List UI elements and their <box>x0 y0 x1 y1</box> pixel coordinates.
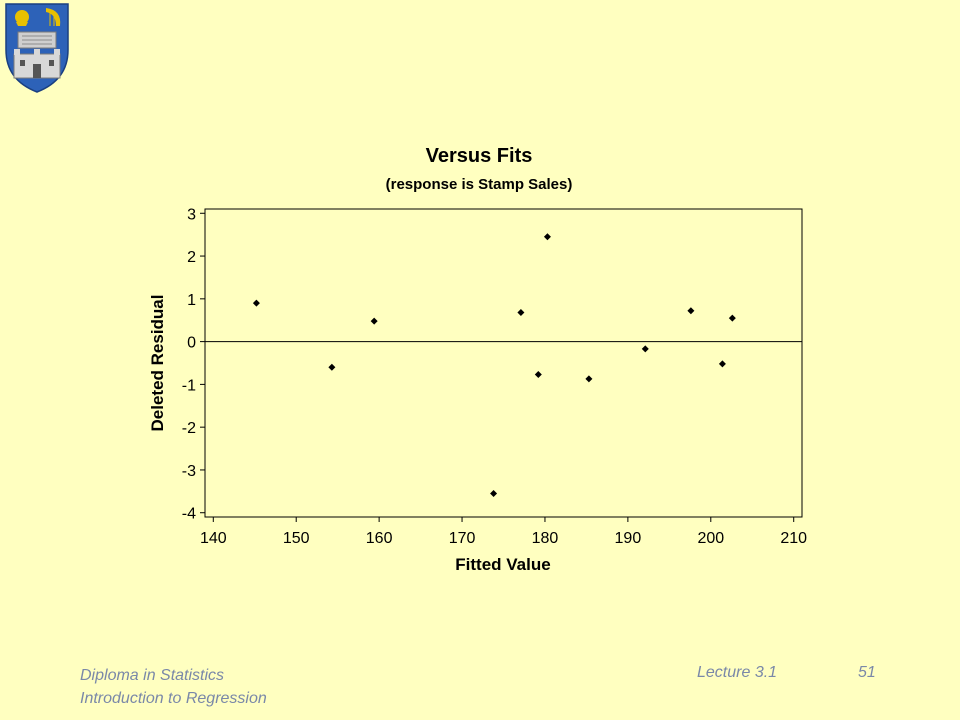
y-tick-label: -3 <box>182 463 196 480</box>
footer-course-info: Diploma in Statistics Introduction to Re… <box>80 664 267 710</box>
y-tick-label: -1 <box>182 377 196 394</box>
chart-title: Versus Fits <box>426 145 533 167</box>
data-point <box>641 345 649 353</box>
x-axis-label: Fitted Value <box>455 555 550 574</box>
y-tick-label: 2 <box>187 249 196 266</box>
data-point <box>328 363 336 371</box>
data-point <box>728 314 736 322</box>
chart-subtitle: (response is Stamp Sales) <box>386 176 573 193</box>
x-axis: 140 150 160 170 180 190 200 210 <box>200 517 807 547</box>
y-tick-label: 3 <box>187 206 196 223</box>
data-point <box>517 309 525 317</box>
x-tick-label: 140 <box>200 530 227 547</box>
data-point <box>543 233 551 241</box>
x-tick-label: 190 <box>615 530 642 547</box>
data-point <box>370 317 378 325</box>
university-crest-icon <box>5 3 69 93</box>
y-tick-label: -4 <box>182 506 196 523</box>
y-tick-label: 1 <box>187 292 196 309</box>
data-point <box>718 360 726 368</box>
x-tick-label: 180 <box>532 530 559 547</box>
x-tick-label: 160 <box>366 530 393 547</box>
x-tick-label: 150 <box>283 530 310 547</box>
y-axis-label: Deleted Residual <box>148 295 167 432</box>
data-point <box>534 371 542 379</box>
y-tick-label: 0 <box>187 335 196 352</box>
x-tick-label: 170 <box>449 530 476 547</box>
footer-lecture: Lecture 3.1 <box>697 664 778 681</box>
x-tick-label: 200 <box>697 530 724 547</box>
footer-course: Diploma in Statistics <box>80 667 225 684</box>
y-tick-label: -2 <box>182 420 196 437</box>
data-point <box>687 307 695 315</box>
slide-page-number: 51 <box>858 664 876 681</box>
x-tick-label: 210 <box>780 530 807 547</box>
plot-frame <box>204 208 803 518</box>
data-point <box>585 375 593 383</box>
y-axis: 3 2 1 0 -1 -2 -3 -4 <box>182 206 205 523</box>
footer-topic: Introduction to Regression <box>80 690 267 707</box>
data-points <box>252 233 736 497</box>
data-point <box>252 299 260 307</box>
data-point <box>490 489 498 497</box>
